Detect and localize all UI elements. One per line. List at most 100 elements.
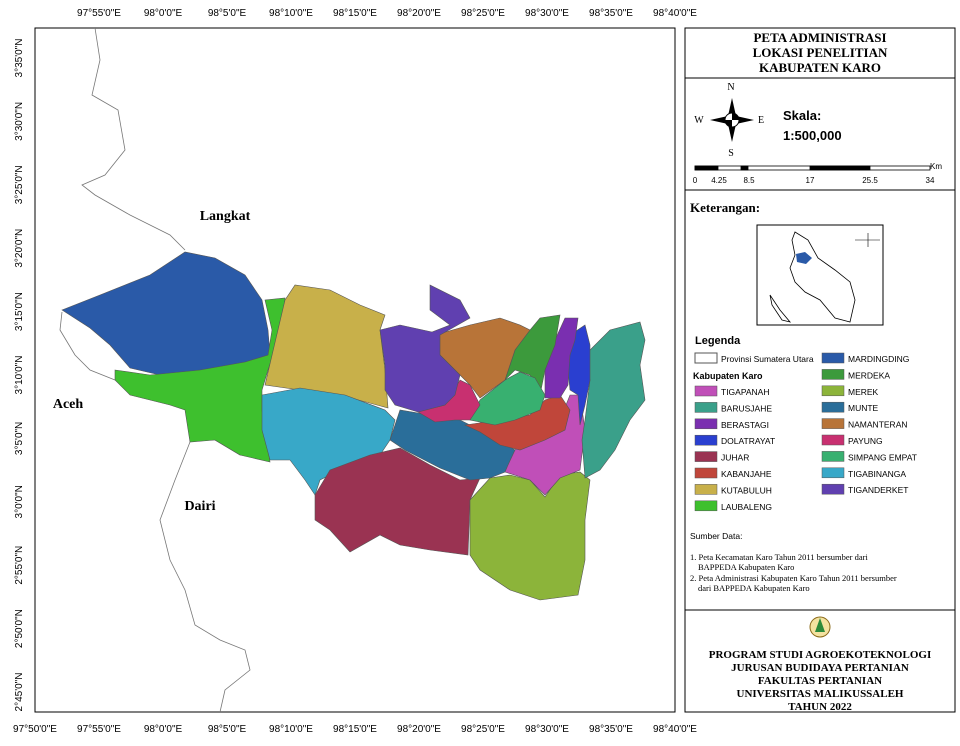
district <box>379 284 471 413</box>
source-line: 1. Peta Kecamatan Karo Tahun 2011 bersum… <box>690 552 868 562</box>
bottom-tick-label: 98°30'0"E <box>525 724 569 735</box>
title: LOKASI PENELITIAN <box>753 45 888 60</box>
left-tick-label: 2°45'0"N <box>14 673 25 712</box>
legend-swatch <box>694 352 718 364</box>
compass-label: W <box>694 115 704 126</box>
left-tick-label: 2°55'0"N <box>14 546 25 585</box>
legend: TIGAPANAH BARUSJAHE BERASTAGI DOLATRAYAT JUH… <box>694 352 917 512</box>
keterangan: Keterangan: <box>690 200 760 215</box>
side-panel <box>684 27 956 713</box>
compass-label: S <box>728 148 734 159</box>
footer-line: FAKULTAS PERTANIAN <box>758 675 882 687</box>
legend-swatch <box>821 434 845 446</box>
district <box>469 471 591 601</box>
region-label: Langkat <box>200 209 251 224</box>
legend-swatch <box>821 483 845 495</box>
legend-label: Provinsi Sumatera Utara <box>721 354 814 364</box>
district <box>314 447 481 556</box>
left-tick-label: 3°35'0"N <box>14 39 25 78</box>
left-tick-label: 3°10'0"N <box>14 356 25 395</box>
legend-label: BERASTAGI <box>721 420 769 430</box>
bottom-tick-label: 97°55'0"E <box>77 724 121 735</box>
legend-group: Kabupaten Karo <box>693 371 763 381</box>
legend-label: JUHAR <box>721 453 749 463</box>
left-tick-label: 3°0'0"N <box>14 485 25 518</box>
top-tick-label: 98°15'0"E <box>333 8 377 19</box>
legend-swatch <box>694 500 718 512</box>
bottom-tick-label: 98°5'0"E <box>208 724 247 735</box>
scale-tick-label: 34 <box>926 176 935 185</box>
top-tick-label: 98°10'0"E <box>269 8 313 19</box>
legend-swatch <box>821 401 845 413</box>
bottom-tick-label: 98°10'0"E <box>269 724 313 735</box>
source-line: 2. Peta Administrasi Kabupaten Karo Tahu… <box>690 573 897 583</box>
top-tick-label: 98°25'0"E <box>461 8 505 19</box>
legend-label: KUTABULUH <box>721 485 772 495</box>
legend-label: DOLATRAYAT <box>721 436 775 446</box>
legend-swatch <box>694 402 718 413</box>
legend-swatch <box>694 451 718 462</box>
legend-swatch <box>821 418 845 429</box>
left-tick-label: 3°15'0"N <box>14 292 25 331</box>
legend-swatch <box>821 385 845 397</box>
scale-tick-label: 8.5 <box>743 176 755 185</box>
districts <box>61 251 646 601</box>
scale-unit: Km <box>930 162 942 171</box>
scale-ratio: 1:500,000 <box>783 128 842 143</box>
legend-label: NAMANTERAN <box>848 420 908 430</box>
scale-tick-label: 0 <box>693 176 698 185</box>
top-tick-label: 98°40'0"E <box>653 8 697 19</box>
legend-label: MUNTE <box>848 403 879 413</box>
legend-label: BARUSJAHE <box>721 403 772 413</box>
legend-swatch <box>694 467 718 479</box>
footer-line: TAHUN 2022 <box>788 701 852 713</box>
bottom-tick-label: 98°0'0"E <box>144 724 183 735</box>
scale-bar <box>694 165 931 171</box>
district <box>544 317 579 399</box>
left-tick-label: 3°25'0"N <box>14 165 25 204</box>
legend-label: LAUBALENG <box>721 502 772 512</box>
legend-label: SIMPANG EMPAT <box>848 452 917 462</box>
legend-swatch <box>821 369 845 380</box>
footer-line: UNIVERSITAS MALIKUSSALEH <box>737 688 904 700</box>
top-tick-label: 98°0'0"E <box>144 8 183 19</box>
legend-label: MEREK <box>848 387 879 397</box>
title: PETA ADMINISTRASI <box>753 30 886 45</box>
district <box>114 297 286 463</box>
legend-swatch <box>821 467 845 479</box>
scale-tick-label: 17 <box>806 176 815 185</box>
inset-map <box>769 231 856 323</box>
compass <box>710 98 754 142</box>
bottom-tick-label: 98°25'0"E <box>461 724 505 735</box>
legend-swatch <box>694 385 718 397</box>
scale-tick-label: 4.25 <box>711 176 727 185</box>
legend-swatch <box>821 451 845 462</box>
region-label: Aceh <box>53 397 84 412</box>
coordinate-ticks: 97°55'0"E 98°0'0"E 98°5'0"E 98°10'0"E 98°15'… <box>13 8 697 735</box>
legend-label: KABANJAHE <box>721 469 772 479</box>
bottom-tick-label: 98°35'0"E <box>589 724 633 735</box>
district <box>61 251 271 376</box>
district <box>579 321 646 479</box>
left-tick-label: 3°5'0"N <box>14 422 25 455</box>
scale-tick-label: 25.5 <box>862 176 878 185</box>
compass-label: N <box>727 82 734 93</box>
footer-line: PROGRAM STUDI AGROEKOTEKNOLOGI <box>709 649 931 661</box>
source-title: Sumber Data: <box>690 531 742 541</box>
compass-label: E <box>758 115 764 126</box>
district <box>469 371 546 426</box>
bottom-tick-label: 98°20'0"E <box>397 724 441 735</box>
left-tick-label: 2°50'0"N <box>14 609 25 648</box>
boundary-line <box>59 27 263 713</box>
logo <box>809 616 831 638</box>
scale-ticks: 0 4.25 8.5 17 25.5 34 <box>693 176 935 185</box>
source-line: BAPPEDA Kabupaten Karo <box>698 562 794 572</box>
top-tick-label: 98°5'0"E <box>208 8 247 19</box>
left-tick-label: 3°20'0"N <box>14 229 25 268</box>
bottom-tick-label: 98°40'0"E <box>653 724 697 735</box>
legend-label: TIGAPANAH <box>721 387 770 397</box>
scale-label: Skala: <box>783 108 821 123</box>
footer-line: JURUSAN BUDIDAYA PERTANIAN <box>731 662 909 674</box>
legend-swatch <box>694 484 718 495</box>
